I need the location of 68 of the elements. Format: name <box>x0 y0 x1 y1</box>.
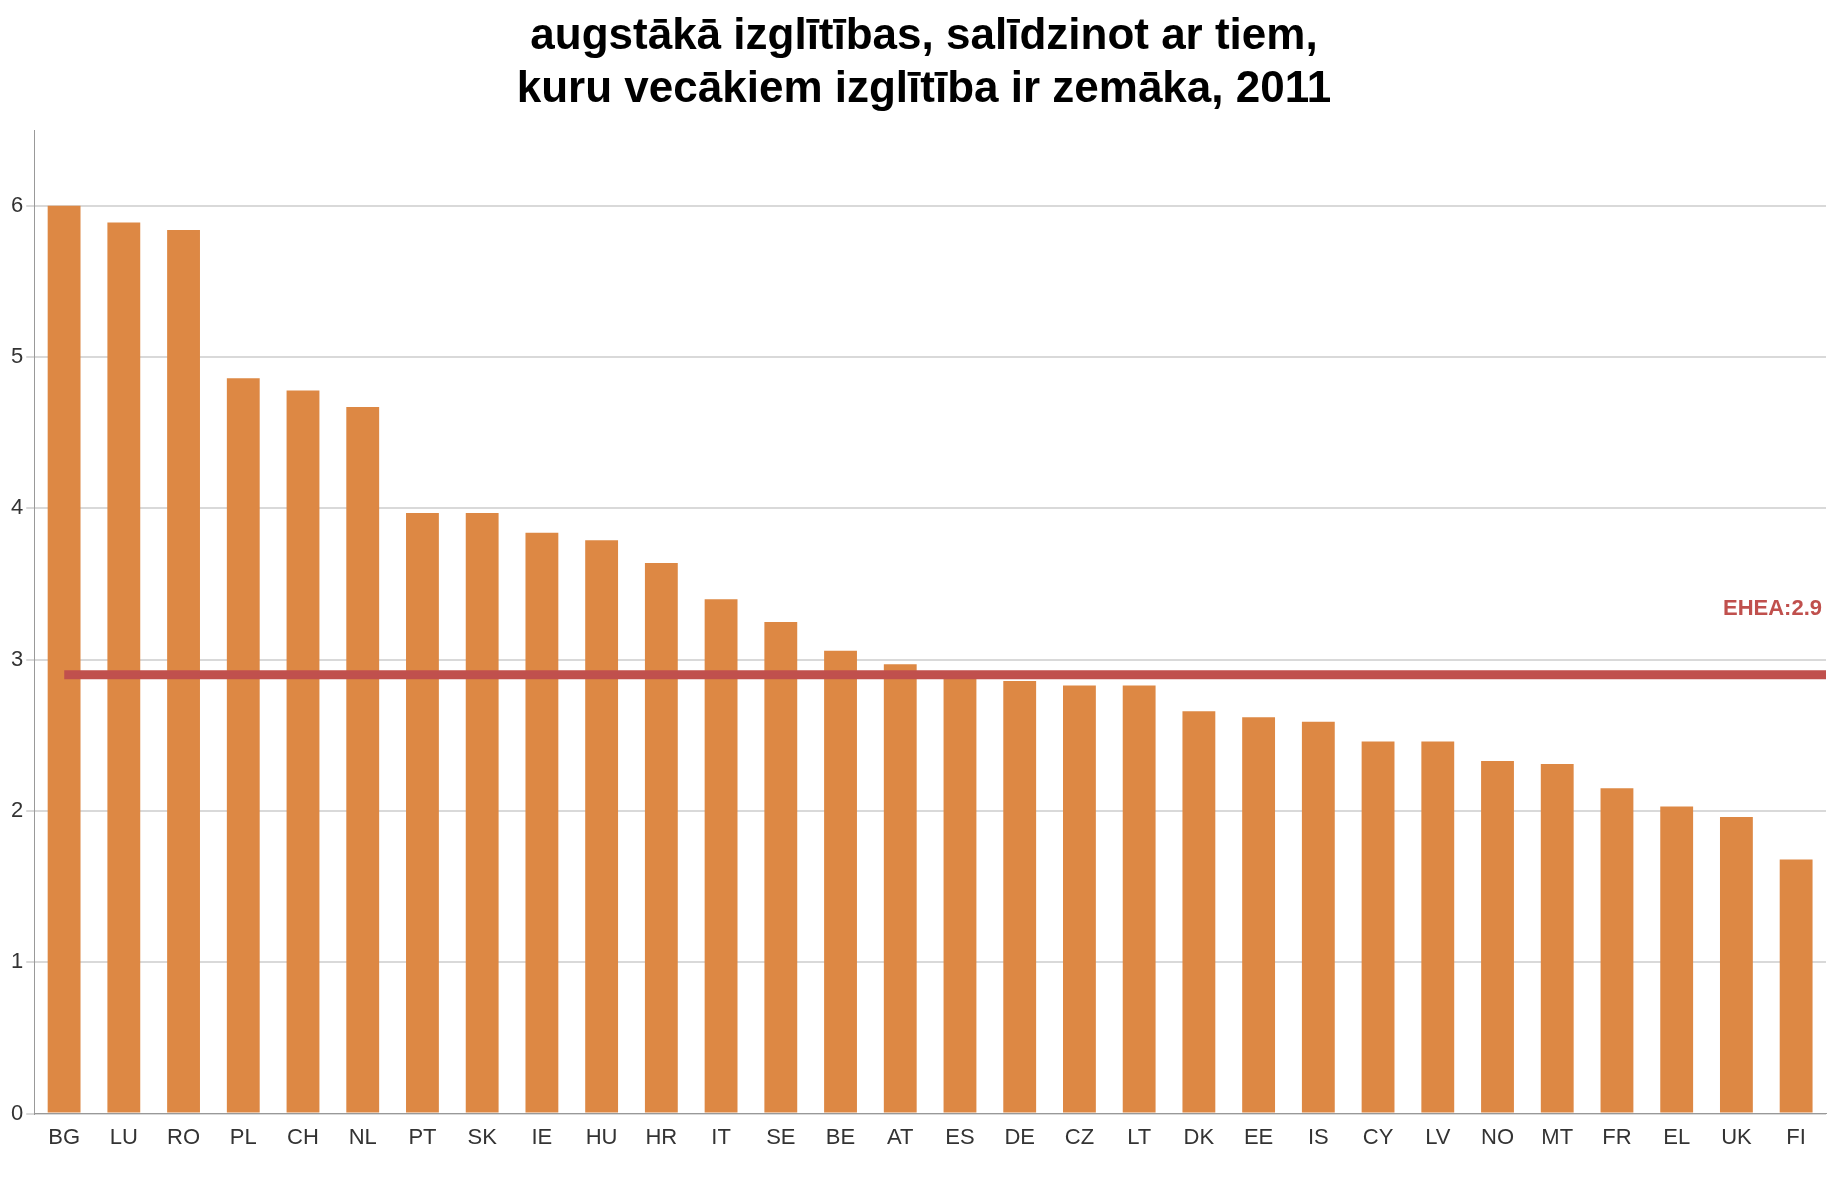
bar <box>47 205 81 1113</box>
bar <box>107 222 141 1113</box>
x-tick-label: AT <box>887 1123 914 1149</box>
bar <box>286 390 320 1113</box>
x-tick-label: LU <box>109 1123 138 1149</box>
x-tick-label: FR <box>1602 1123 1632 1149</box>
x-tick-label: EE <box>1243 1123 1274 1149</box>
x-tick-label: FI <box>1786 1123 1806 1149</box>
bar <box>465 512 499 1113</box>
x-tick-label: SE <box>766 1123 796 1149</box>
x-tick-label: HU <box>585 1123 618 1149</box>
bar <box>1122 685 1156 1113</box>
x-tick-label: MT <box>1541 1123 1574 1149</box>
bar <box>1063 685 1096 1113</box>
bar <box>1600 787 1634 1113</box>
x-tick-label: DK <box>1183 1123 1215 1149</box>
bar <box>1301 721 1335 1113</box>
x-tick-label: IE <box>531 1123 553 1149</box>
bar <box>1182 710 1216 1113</box>
x-tick-label: SK <box>467 1123 498 1149</box>
x-tick-label: DE <box>1004 1123 1035 1149</box>
y-tick-label: 2 <box>10 796 24 822</box>
bar <box>1779 859 1813 1113</box>
bar <box>883 663 917 1113</box>
ref-line-label: EHEA:2.9 <box>1722 594 1822 620</box>
x-tick-label: BE <box>825 1123 856 1149</box>
x-tick-label: CZ <box>1064 1123 1095 1149</box>
bar <box>704 598 738 1113</box>
bar <box>1719 816 1753 1113</box>
x-tick-label: LT <box>1127 1123 1152 1149</box>
y-tick-label: 6 <box>10 191 24 217</box>
x-tick-label: PL <box>229 1123 257 1149</box>
x-tick-label: UK <box>1721 1123 1753 1149</box>
bar <box>1003 680 1037 1113</box>
x-tick-label: CH <box>287 1123 319 1149</box>
bar <box>346 406 380 1113</box>
y-tick-label: 0 <box>10 1099 24 1125</box>
bar <box>406 512 439 1113</box>
y-tick-label: 3 <box>10 645 24 671</box>
x-tick-label: BG <box>48 1123 80 1149</box>
chart-title: augstākā izglītības, salīdzinot ar tiem, kuru vecākiem izglītība ir zemāka, 2011 <box>515 8 1333 113</box>
bar <box>1481 760 1514 1113</box>
y-tick-label: 5 <box>10 342 24 368</box>
x-tick-label: HR <box>645 1123 678 1149</box>
x-tick-label: PT <box>408 1123 437 1149</box>
bar <box>525 532 559 1113</box>
bar <box>1540 763 1574 1113</box>
x-tick-label: EL <box>1663 1123 1691 1149</box>
bar <box>167 229 200 1113</box>
y-tick-label: 1 <box>10 947 24 973</box>
x-tick-label: NO <box>1481 1123 1515 1149</box>
bar <box>585 539 619 1113</box>
x-tick-label: RO <box>167 1123 201 1149</box>
x-tick-label: IT <box>711 1123 731 1149</box>
y-tick-label: 4 <box>10 494 24 520</box>
bar <box>1242 716 1276 1113</box>
x-tick-label: NL <box>348 1123 377 1149</box>
bar <box>1421 741 1455 1113</box>
bar <box>1361 741 1395 1113</box>
x-tick-label: ES <box>945 1123 975 1149</box>
bar <box>226 377 260 1113</box>
bar <box>824 650 857 1113</box>
bar <box>644 562 678 1113</box>
bar <box>764 621 798 1113</box>
x-tick-label: IS <box>1307 1123 1329 1149</box>
x-tick-label: LV <box>1425 1123 1451 1149</box>
bar <box>1660 806 1694 1113</box>
x-tick-label: CY <box>1362 1123 1394 1149</box>
